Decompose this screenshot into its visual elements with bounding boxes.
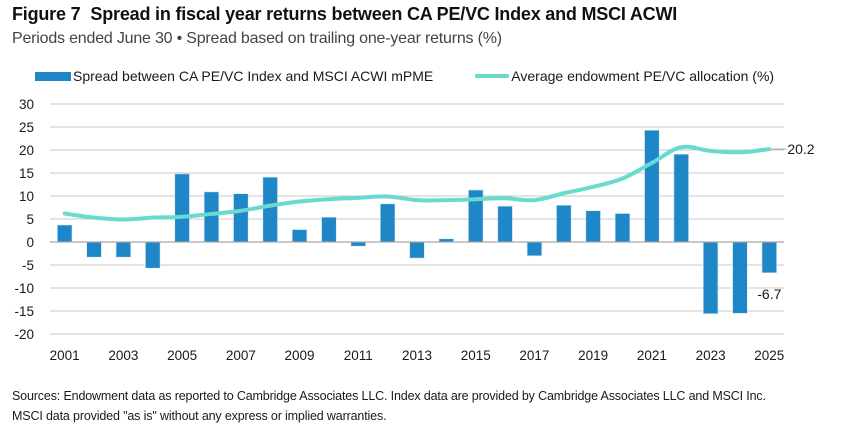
x-tick-label: 2005: [167, 348, 197, 363]
x-tick-label: 2023: [696, 348, 726, 363]
x-tick-label: 2007: [226, 348, 256, 363]
bar-2021: [644, 129, 660, 243]
bar-2012: [379, 203, 396, 243]
x-axis-ticks: 2001 2003 2005 2007 2009 2011 2013 2015 2017 2019…: [50, 348, 785, 363]
bar-2024: [732, 241, 748, 314]
line-data-label: 20.2: [787, 141, 814, 157]
bar-2020: [614, 213, 631, 243]
bar-2023: [702, 241, 719, 315]
y-tick-label: 0: [26, 235, 34, 250]
x-tick-label: 2021: [637, 348, 667, 363]
bar-2018: [556, 204, 572, 243]
y-tick-label: -10: [14, 281, 34, 296]
bar-series: [57, 129, 777, 315]
y-tick-label: 5: [26, 212, 34, 227]
y-tick-label: 15: [19, 166, 34, 181]
bar-2008: [262, 176, 278, 243]
bar-2005: [174, 173, 190, 243]
y-tick-label: 30: [19, 97, 34, 112]
bar-2009: [291, 229, 308, 243]
y-axis-ticks: 30 25 20 15 10 5 0 -5 -10 -15 -20: [14, 97, 34, 342]
bar-2003: [115, 241, 132, 258]
x-tick-label: 2025: [754, 348, 784, 363]
bar-2013: [409, 241, 425, 259]
bar-2006: [203, 191, 220, 243]
legend-label-spread: Spread between CA PE/VC Index and MSCI A…: [73, 68, 434, 84]
bar-2022: [673, 153, 689, 243]
bar-2010: [321, 216, 337, 243]
x-tick-label: 2013: [402, 348, 432, 363]
x-tick-label: 2019: [578, 348, 608, 363]
x-tick-label: 2009: [285, 348, 315, 363]
bar-2007: [233, 193, 249, 243]
legend: Spread between CA PE/VC Index and MSCI A…: [35, 68, 774, 84]
gridlines: [50, 103, 784, 335]
bar-2002: [86, 241, 102, 258]
source-note-line-2: MSCI data provided "as is" without any e…: [12, 409, 387, 423]
legend-swatch-line: [475, 74, 510, 78]
chart-title: Figure 7 Spread in fiscal year returns be…: [12, 4, 677, 25]
y-tick-label: 20: [19, 143, 34, 158]
source-note: Sources: Endowment data as reported to C…: [12, 386, 766, 426]
bar-2017: [526, 241, 543, 257]
source-note-line-1: Sources: Endowment data as reported to C…: [12, 389, 766, 403]
y-tick-label: 10: [19, 189, 34, 204]
legend-swatch-bar: [35, 71, 71, 81]
bar-2011: [350, 241, 366, 247]
bar-2004: [145, 241, 161, 269]
y-tick-label: -20: [14, 327, 34, 342]
bar-data-label: -6.7: [757, 286, 781, 302]
bar-2025: [761, 241, 777, 274]
y-tick-label: 25: [19, 120, 34, 135]
line-series: [62, 144, 772, 222]
y-tick-label: -5: [22, 258, 34, 273]
x-tick-label: 2017: [519, 348, 549, 363]
legend-item-spread: Spread between CA PE/VC Index and MSCI A…: [35, 68, 433, 84]
figure-title: Spread in fiscal year returns between CA…: [90, 4, 678, 24]
x-tick-label: 2003: [108, 348, 138, 363]
x-tick-label: 2001: [50, 348, 80, 363]
legend-label-allocation: Average endowment PE/VC allocation (%): [511, 68, 775, 84]
bar-2001: [57, 224, 73, 243]
allocation-line: [62, 144, 772, 222]
bar-2019: [585, 210, 601, 243]
chart-subtitle: Periods ended June 30 • Spread based on …: [12, 30, 502, 47]
bar-2016: [497, 205, 513, 243]
figure-label: Figure 7: [12, 4, 81, 24]
legend-item-allocation: Average endowment PE/VC allocation (%): [475, 68, 774, 84]
x-tick-label: 2015: [461, 348, 491, 363]
data-labels: -6.7 20.2: [757, 141, 815, 302]
y-tick-label: -15: [14, 304, 34, 319]
x-tick-label: 2011: [344, 348, 373, 363]
